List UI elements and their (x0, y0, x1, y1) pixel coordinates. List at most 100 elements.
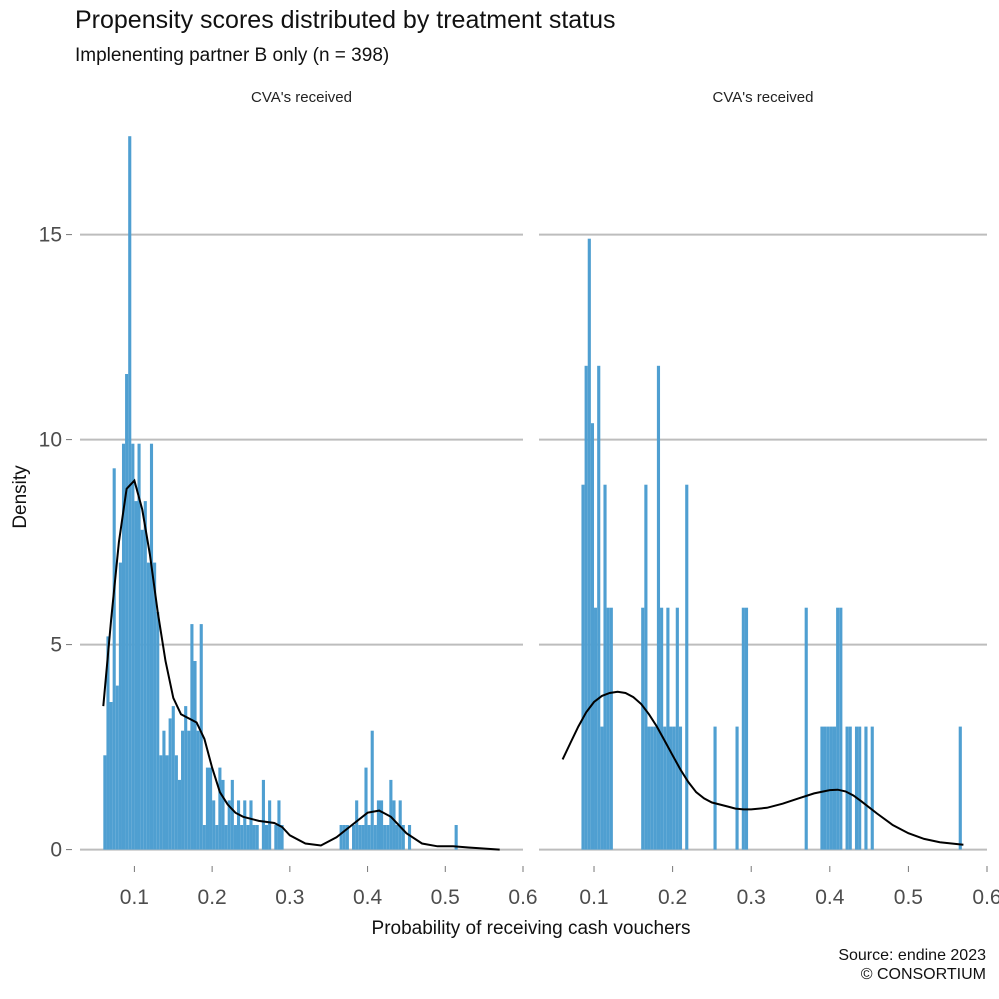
histogram-bar (454, 825, 458, 850)
histogram-bar (663, 726, 667, 850)
x-tick-label: 0.5 (894, 886, 923, 909)
histogram-bar (358, 825, 362, 850)
histogram-bar (823, 726, 827, 850)
histogram-bar (184, 706, 188, 850)
histogram-bar (202, 825, 206, 850)
x-tick-label: 0.5 (431, 886, 460, 909)
histogram-bar (249, 800, 253, 850)
histogram-bar (171, 706, 175, 850)
histogram-bar (804, 607, 808, 850)
histogram-bar (829, 726, 833, 850)
histogram-bar (383, 825, 387, 850)
histogram-bar (958, 726, 962, 850)
histogram-bar (590, 423, 595, 850)
histogram-bar (125, 374, 129, 850)
histogram-bar (848, 726, 852, 850)
histogram-bar (162, 730, 166, 850)
histogram-bar (128, 136, 132, 850)
histogram-bar (146, 562, 150, 850)
histogram-bar (352, 825, 356, 850)
histogram-bar (597, 365, 601, 850)
histogram-bar (600, 726, 604, 850)
x-tick-label: 0.1 (120, 886, 149, 909)
histogram-bar (854, 726, 859, 850)
histogram-bar (666, 607, 670, 850)
histogram-bar (656, 365, 661, 850)
histogram-bar (156, 611, 160, 850)
facet-panel: CVA's received 0.1 0.2 0.3 0.4 0.5 0.6 (80, 89, 538, 909)
histogram-bar (650, 726, 654, 850)
histogram-bar (836, 607, 840, 850)
y-tick-label: 10 (39, 429, 62, 452)
histogram-bar (205, 767, 210, 850)
y-tick-label: 5 (50, 634, 62, 657)
facet-panel: CVA's received 0.1 0.2 0.3 0.4 0.5 0.6 (539, 89, 999, 909)
histogram-bar (361, 825, 365, 850)
facet-strip-label: CVA's received (713, 89, 814, 106)
histogram-bar (744, 607, 749, 850)
histogram-bar (181, 730, 185, 850)
histogram-bar (240, 825, 244, 850)
histogram-bar (741, 607, 745, 850)
histogram-bar (603, 484, 607, 850)
histogram-bar (685, 484, 689, 850)
chart-subtitle: Implenenting partner B only (n = 398) (75, 45, 390, 66)
histogram-bar (215, 825, 219, 850)
histogram-bar (165, 755, 169, 850)
histogram-bar (713, 726, 717, 850)
y-tick-label: 15 (39, 224, 62, 247)
x-axis-label: Probability of receiving cash vouchers (372, 918, 691, 939)
histogram-bar (233, 825, 237, 850)
histogram-bar (118, 562, 122, 850)
density-curve (561, 690, 964, 846)
histogram-bar (280, 825, 284, 850)
histogram-bar (143, 501, 147, 850)
histogram-bar (159, 755, 163, 850)
histogram-bar (268, 800, 272, 850)
histogram-bar (342, 825, 346, 850)
histogram-bar (109, 702, 113, 850)
histogram-bar (112, 468, 116, 850)
histogram-bar (644, 484, 648, 850)
x-tick-label: 0.2 (198, 886, 227, 909)
histogram-bar (199, 624, 203, 850)
histogram-bar (134, 501, 138, 850)
x-tick-label: 0.1 (579, 886, 608, 909)
histogram-bar (606, 607, 610, 850)
x-tick-label: 0.4 (353, 886, 383, 909)
histogram-bar (845, 726, 849, 850)
histogram-bar (735, 726, 739, 850)
histogram-bar (190, 624, 194, 850)
histogram-bar (149, 443, 154, 850)
histogram-bar (345, 825, 349, 850)
histogram-bar (103, 755, 107, 850)
x-tick-label: 0.3 (275, 886, 304, 909)
histogram-bar (594, 607, 598, 850)
histogram-bar (174, 755, 178, 850)
histogram-bar (230, 779, 234, 850)
caption: Source: endine 2023 © CONSORTIUM (838, 946, 986, 984)
histogram-bar (224, 825, 228, 850)
histogram-bar (364, 767, 368, 850)
histogram-bar (121, 443, 126, 850)
facet-strip-label: CVA's received (251, 89, 352, 106)
histogram-bar (386, 825, 390, 850)
histogram-bar (106, 636, 110, 850)
histogram-bar (609, 607, 613, 850)
histogram-bar (675, 607, 679, 850)
histogram-bar (209, 767, 213, 850)
histogram-bar (858, 726, 862, 850)
histogram-bar (587, 238, 591, 850)
histogram-bar (168, 718, 172, 850)
histogram-bar (820, 726, 824, 850)
histogram-bar (261, 779, 265, 850)
histogram-bar (653, 726, 657, 850)
histogram-bar (177, 779, 182, 850)
histogram-bar (218, 767, 222, 850)
histogram-bar (401, 825, 405, 850)
histogram-bar (672, 726, 676, 850)
histogram-bar (212, 800, 216, 850)
x-tick-label: 0.2 (658, 886, 687, 909)
density-curve (102, 478, 500, 851)
